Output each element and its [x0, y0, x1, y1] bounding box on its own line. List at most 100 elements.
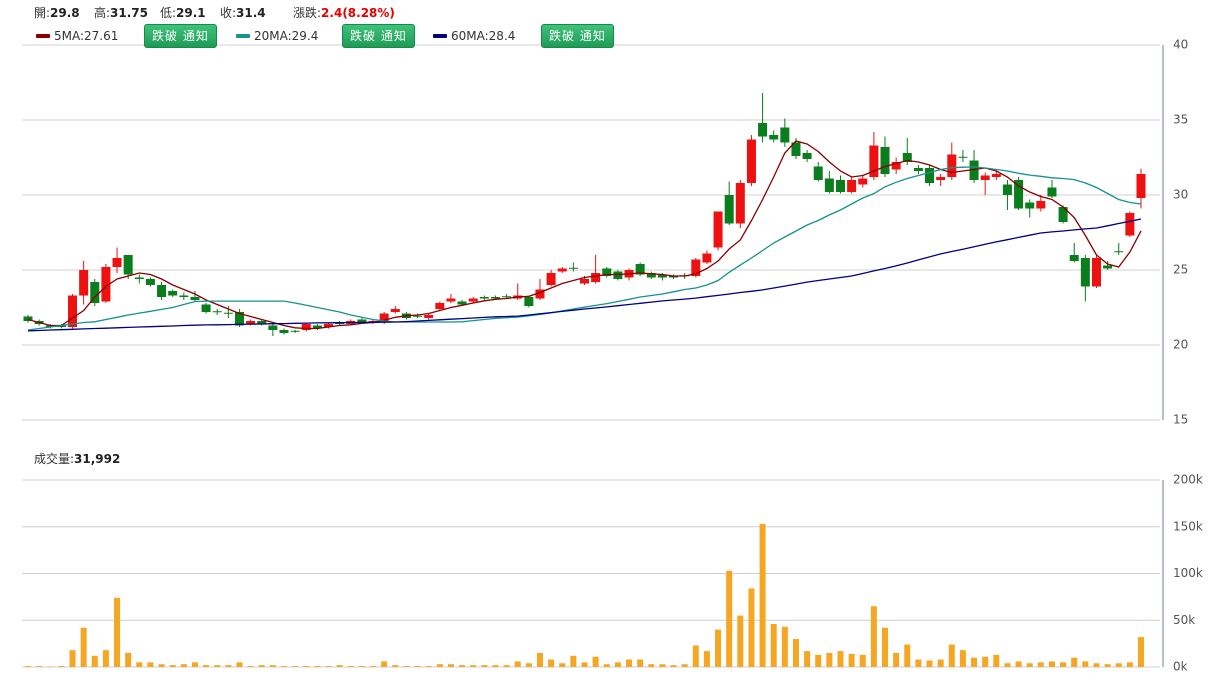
volume-bar [726, 570, 733, 667]
volume-bar [626, 659, 633, 667]
candle-body [23, 316, 33, 321]
volume-bar [926, 660, 933, 667]
volume-bar [559, 663, 566, 667]
y-tick-label: 40 [1173, 38, 1188, 52]
y-tick-label: 150k [1173, 519, 1203, 533]
header-item: 開:29.8 [34, 4, 80, 21]
volume-bar [670, 665, 677, 667]
candle-body [735, 183, 745, 224]
volume-bar [603, 664, 610, 667]
volume-bar [659, 664, 666, 667]
volume-bar [792, 638, 799, 667]
candle-body [546, 273, 556, 285]
volume-bar [1082, 661, 1089, 667]
volume-bar [648, 664, 655, 667]
volume-bar [1060, 662, 1067, 667]
candle-body [824, 178, 834, 192]
legend-item: 20MA: 29.4 [236, 25, 318, 47]
candle-body [257, 321, 267, 324]
header-label: 收: [220, 6, 237, 20]
volume-label: 成交量:31,992 [34, 450, 120, 467]
candle-body [435, 303, 445, 309]
volume-bar [69, 650, 76, 667]
volume-title: 成交量: [34, 452, 75, 466]
volume-bar [258, 665, 265, 667]
candle-body [212, 311, 222, 313]
candle-body [936, 177, 946, 180]
candle-body [112, 258, 122, 267]
volume-bar [1004, 663, 1011, 667]
volume-bar [80, 627, 87, 667]
legend-name: 60MA: [451, 29, 489, 43]
candle-body [101, 267, 111, 302]
volume-bar [904, 644, 911, 667]
candle-body [390, 309, 400, 312]
volume-bar [358, 666, 365, 667]
volume-bar [236, 662, 243, 667]
candle-body [145, 279, 155, 285]
y-tick-label: 15 [1173, 413, 1188, 427]
y-tick-label: 50k [1173, 613, 1195, 627]
notify-button[interactable]: 跌破 通知 [342, 24, 415, 48]
candle-body [891, 162, 901, 170]
notify-button[interactable]: 跌破 通知 [144, 24, 217, 48]
candle-body [45, 325, 55, 327]
volume-bar [759, 523, 766, 667]
candle-body [246, 321, 256, 324]
y-tick-label: 0k [1173, 660, 1188, 674]
candle-body [869, 145, 879, 177]
header-pct: (8.28%) [342, 6, 395, 20]
volume-bar [1115, 663, 1122, 667]
volume-bar [536, 652, 543, 667]
candle-body [1080, 258, 1090, 287]
candle-body [134, 277, 144, 279]
header-label: 高: [94, 6, 111, 20]
volume-bar [870, 606, 877, 667]
candle-body [79, 270, 89, 296]
candle-body [123, 255, 133, 275]
candle-body [813, 166, 823, 180]
header-label: 低: [160, 6, 177, 20]
notify-button[interactable]: 跌破 通知 [541, 24, 614, 48]
volume-bar [136, 662, 143, 667]
candle-body [613, 271, 623, 279]
candle-body [479, 297, 489, 299]
volume-bar [971, 657, 978, 667]
volume-bar [937, 659, 944, 667]
candle-body [68, 295, 78, 327]
volume-bar [392, 665, 399, 667]
candle-body [157, 285, 167, 297]
legend-swatch [36, 34, 50, 38]
volume-bar [347, 666, 354, 667]
header-item: 高:31.75 [94, 4, 148, 21]
candle-body [913, 168, 923, 171]
volume-bar [826, 652, 833, 667]
volume-bar [303, 666, 310, 667]
header-item: 低:29.1 [160, 4, 206, 21]
candle-body [1103, 265, 1113, 269]
candle-body [312, 325, 322, 329]
volume-bar [503, 665, 510, 667]
y-tick-label: 30 [1173, 188, 1188, 202]
legend-name: 20MA: [254, 29, 292, 43]
volume-bar [36, 666, 43, 667]
volume-bar [425, 666, 432, 667]
header-item: 漲跌:2.4(8.28%) [293, 4, 395, 21]
volume-bar [1126, 662, 1133, 667]
y-tick-label: 200k [1173, 473, 1203, 487]
y-tick-label: 100k [1173, 566, 1203, 580]
volume-bar [58, 666, 65, 667]
header-value: 31.4 [236, 6, 266, 20]
volume-bar [570, 655, 577, 667]
candle-body [724, 195, 734, 224]
volume-bar [214, 665, 221, 667]
volume-bar [882, 627, 889, 667]
header-value: 31.75 [110, 6, 149, 20]
candle-body [1136, 174, 1146, 198]
candle-body [324, 324, 334, 327]
candle-body [357, 319, 367, 323]
volume-bar [191, 662, 198, 667]
volume-bar [147, 662, 154, 667]
candle-body [657, 274, 667, 278]
